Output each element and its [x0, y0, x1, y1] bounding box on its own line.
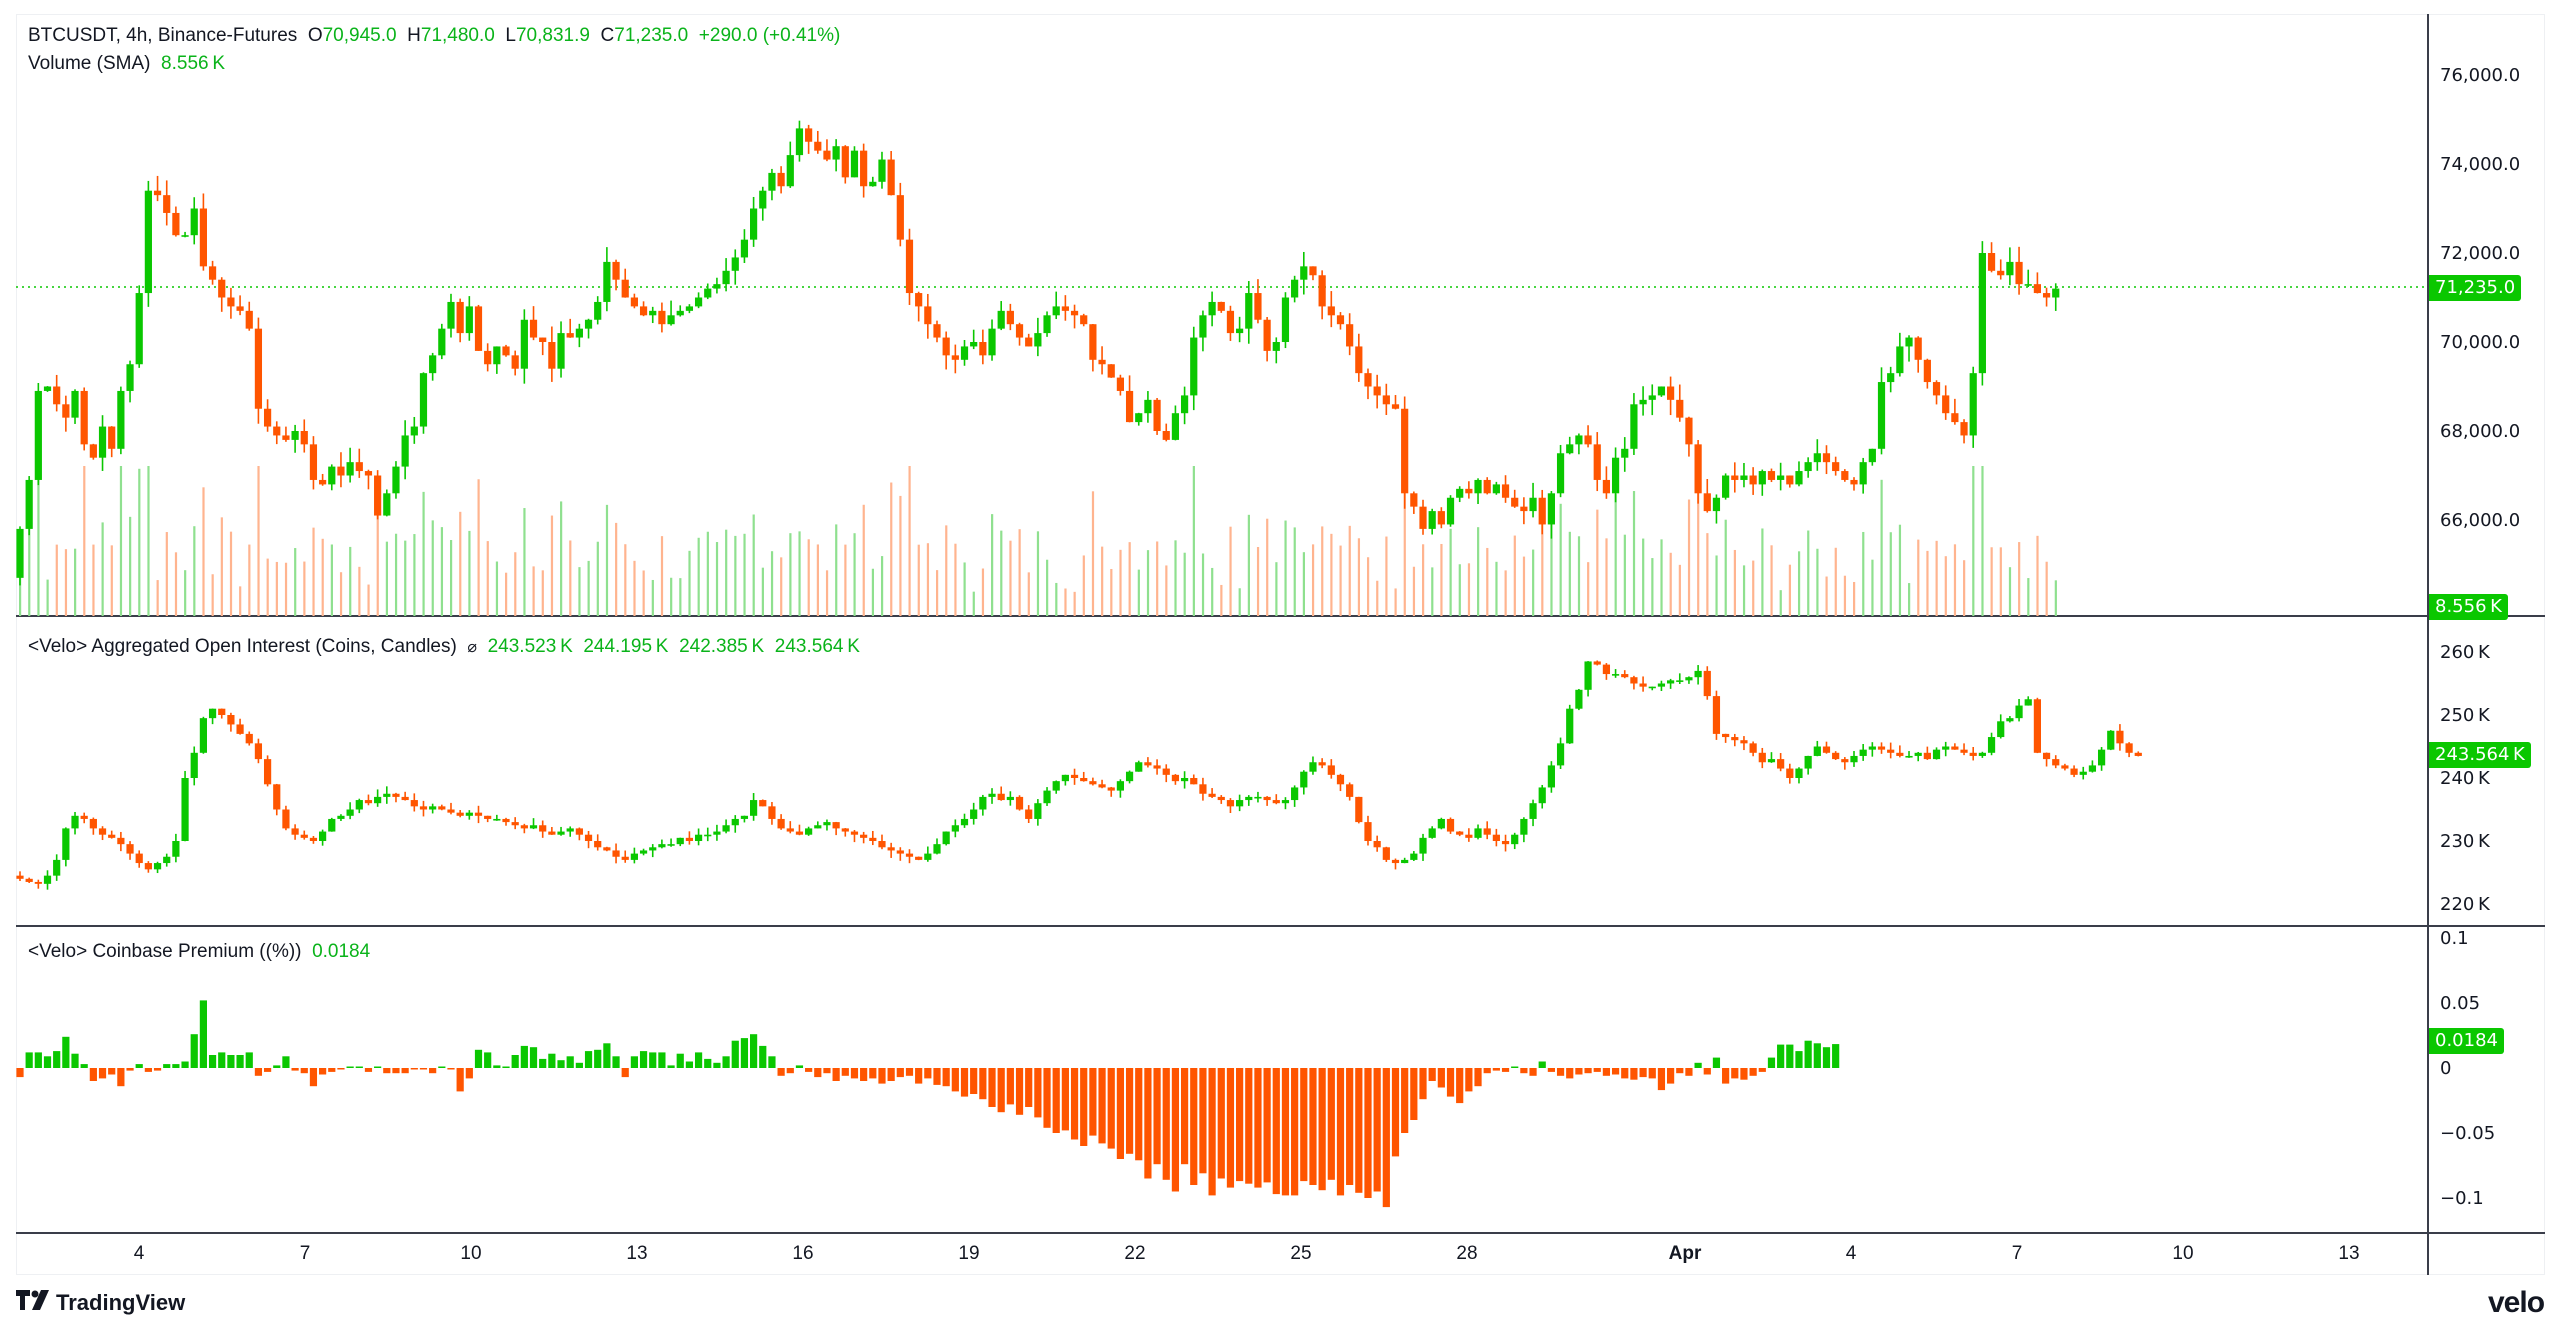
- premium-tick: −0.05: [2440, 1123, 2495, 1144]
- oi-candles: [16, 660, 2142, 890]
- change-value: +290.0 (+0.41%): [698, 25, 841, 46]
- high-value: 71,480.0: [420, 25, 495, 46]
- oi-tick: 240 K: [2440, 768, 2491, 789]
- time-tick: 25: [1290, 1243, 1312, 1264]
- price-candles: [16, 120, 2060, 586]
- time-tick: 4: [133, 1243, 145, 1264]
- oi-open: 243.523 K: [487, 636, 573, 657]
- tradingview-logo-text: TradingView: [56, 1290, 186, 1315]
- price-tick: 76,000.0: [2440, 65, 2520, 86]
- time-tick: 19: [958, 1243, 980, 1264]
- close-value: 71,235.0: [614, 25, 689, 46]
- premium-tick: −0.1: [2440, 1188, 2484, 1209]
- time-tick: 13: [626, 1243, 648, 1264]
- premium-badge: 0.0184: [2429, 1028, 2504, 1054]
- hidden-eye-icon[interactable]: ⌀: [467, 639, 478, 656]
- close-label: C: [600, 25, 615, 46]
- volume-bars: [19, 466, 2057, 616]
- oi-close: 243.564 K: [774, 636, 860, 657]
- high-label: H: [407, 25, 421, 46]
- oi-badge: 243.564 K: [2429, 742, 2531, 768]
- open-label: O: [307, 25, 323, 46]
- velo-logo: velo: [2488, 1286, 2545, 1319]
- low-label: L: [505, 25, 516, 46]
- price-tick: 72,000.0: [2440, 243, 2520, 264]
- price-tick: 68,000.0: [2440, 421, 2520, 442]
- oi-tick: 230 K: [2440, 831, 2491, 852]
- time-tick: Apr: [1668, 1243, 1702, 1264]
- time-tick: 28: [1456, 1243, 1478, 1264]
- volume-legend: Volume (SMA) 8.556 K: [28, 52, 225, 76]
- price-tick: 66,000.0: [2440, 510, 2520, 531]
- time-tick: 13: [2338, 1243, 2360, 1264]
- time-tick: 4: [1845, 1243, 1857, 1264]
- time-tick: 10: [2172, 1243, 2194, 1264]
- price-tick: 70,000.0: [2440, 332, 2520, 353]
- volume-label[interactable]: Volume (SMA): [28, 53, 151, 74]
- oi-label[interactable]: <Velo> Aggregated Open Interest (Coins, …: [28, 636, 457, 657]
- tradingview-logo-icon: [16, 1290, 50, 1316]
- time-tick: 16: [792, 1243, 814, 1264]
- open-value: 70,945.0: [322, 25, 397, 46]
- oi-tick: 220 K: [2440, 894, 2491, 915]
- premium-tick: 0.1: [2440, 928, 2469, 949]
- chart-frame: [16, 14, 2545, 1275]
- last-price-badge: 71,235.0: [2429, 275, 2522, 301]
- premium-value: 0.0184: [312, 941, 371, 962]
- premium-bars: [16, 1000, 1840, 1208]
- time-tick: 10: [460, 1243, 482, 1264]
- tradingview-logo[interactable]: TradingView: [16, 1290, 185, 1316]
- oi-high: 244.195 K: [583, 636, 669, 657]
- time-tick: 7: [299, 1243, 311, 1264]
- oi-tick: 250 K: [2440, 705, 2491, 726]
- oi-low: 242.385 K: [679, 636, 765, 657]
- time-tick: 22: [1124, 1243, 1146, 1264]
- volume-badge: 8.556 K: [2429, 594, 2508, 620]
- premium-tick: 0: [2440, 1058, 2451, 1079]
- premium-legend: <Velo> Coinbase Premium ((%)) 0.0184: [28, 940, 370, 964]
- oi-legend: <Velo> Aggregated Open Interest (Coins, …: [28, 635, 860, 660]
- time-tick: 7: [2011, 1243, 2023, 1264]
- premium-label[interactable]: <Velo> Coinbase Premium ((%)): [28, 941, 302, 962]
- symbol-title[interactable]: BTCUSDT, 4h, Binance-Futures: [28, 25, 298, 46]
- oi-tick: 260 K: [2440, 642, 2491, 663]
- volume-value: 8.556 K: [161, 53, 226, 74]
- premium-tick: 0.05: [2440, 993, 2480, 1014]
- price-tick: 74,000.0: [2440, 154, 2520, 175]
- price-legend: BTCUSDT, 4h, Binance-Futures O70,945.0 H…: [28, 24, 840, 48]
- low-value: 70,831.9: [515, 25, 590, 46]
